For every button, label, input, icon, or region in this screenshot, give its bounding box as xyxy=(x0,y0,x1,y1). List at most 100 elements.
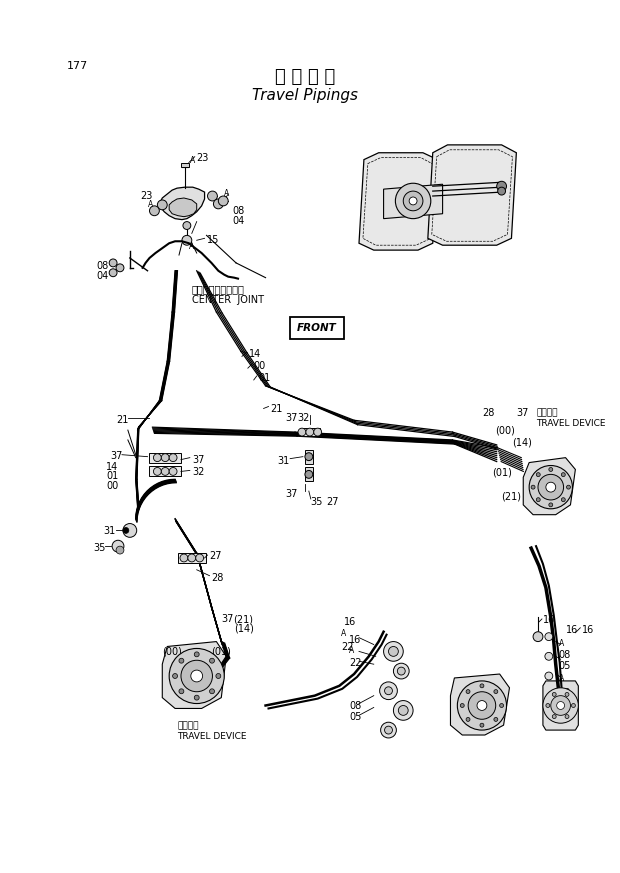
Text: 37: 37 xyxy=(516,409,529,418)
Circle shape xyxy=(557,702,565,710)
Circle shape xyxy=(194,652,199,656)
Circle shape xyxy=(494,718,498,721)
Text: (00): (00) xyxy=(162,647,182,656)
Text: 23: 23 xyxy=(141,191,153,201)
Text: 05: 05 xyxy=(349,712,361,722)
Text: Travel Pipings: Travel Pipings xyxy=(252,88,358,103)
Circle shape xyxy=(161,454,169,462)
Text: 走行装置: 走行装置 xyxy=(536,409,557,417)
Text: 14: 14 xyxy=(249,349,261,360)
Text: 28: 28 xyxy=(211,573,224,582)
Circle shape xyxy=(531,485,535,489)
Text: TRAVEL DEVICE: TRAVEL DEVICE xyxy=(536,419,606,429)
Circle shape xyxy=(466,690,470,693)
Text: 05: 05 xyxy=(559,661,571,671)
Ellipse shape xyxy=(409,177,431,226)
Polygon shape xyxy=(162,642,226,709)
Text: 37: 37 xyxy=(193,455,205,464)
Text: 04: 04 xyxy=(232,216,244,226)
Polygon shape xyxy=(359,153,438,251)
Circle shape xyxy=(183,222,191,230)
Circle shape xyxy=(384,687,392,695)
Circle shape xyxy=(182,236,192,245)
Text: 08: 08 xyxy=(349,701,361,711)
Circle shape xyxy=(109,269,117,277)
Circle shape xyxy=(298,428,306,436)
Circle shape xyxy=(153,467,161,476)
Circle shape xyxy=(216,674,221,678)
Text: (14): (14) xyxy=(512,438,533,448)
Circle shape xyxy=(567,485,570,489)
FancyBboxPatch shape xyxy=(290,317,344,339)
Text: (14): (14) xyxy=(234,624,254,634)
Text: 00: 00 xyxy=(254,361,266,371)
Circle shape xyxy=(196,554,203,562)
Circle shape xyxy=(210,689,215,694)
Circle shape xyxy=(153,454,161,462)
Circle shape xyxy=(179,689,184,694)
Polygon shape xyxy=(181,162,189,167)
Circle shape xyxy=(169,649,224,704)
Circle shape xyxy=(180,554,188,562)
Text: (01): (01) xyxy=(211,647,231,656)
Circle shape xyxy=(458,681,507,730)
Circle shape xyxy=(565,692,569,697)
Text: 01: 01 xyxy=(259,373,271,383)
Text: 01: 01 xyxy=(106,471,118,481)
Polygon shape xyxy=(161,187,205,220)
Text: 35: 35 xyxy=(311,497,323,507)
Polygon shape xyxy=(543,681,578,730)
Circle shape xyxy=(314,428,322,436)
Circle shape xyxy=(389,647,398,656)
Circle shape xyxy=(306,428,314,436)
Circle shape xyxy=(561,498,565,502)
Text: 21: 21 xyxy=(270,403,283,414)
Text: A: A xyxy=(349,647,355,656)
Text: A: A xyxy=(341,629,347,638)
Text: CENTER  JOINT: CENTER JOINT xyxy=(192,295,264,306)
Circle shape xyxy=(379,682,397,699)
Circle shape xyxy=(409,197,417,205)
Circle shape xyxy=(172,674,177,678)
Circle shape xyxy=(551,696,570,715)
Polygon shape xyxy=(428,145,516,245)
Text: A: A xyxy=(190,155,195,165)
Circle shape xyxy=(480,684,484,688)
Text: (21): (21) xyxy=(502,491,521,501)
Bar xyxy=(300,428,320,436)
Text: 32: 32 xyxy=(297,414,309,423)
Circle shape xyxy=(533,632,543,642)
Bar xyxy=(149,453,181,463)
Circle shape xyxy=(116,546,124,554)
Text: 22: 22 xyxy=(341,642,354,651)
Text: FRONT: FRONT xyxy=(297,323,337,333)
Circle shape xyxy=(460,704,464,707)
Text: 22: 22 xyxy=(349,658,361,669)
Circle shape xyxy=(397,667,405,675)
Bar xyxy=(149,466,181,477)
Circle shape xyxy=(396,183,431,218)
Text: 14: 14 xyxy=(106,462,118,471)
Circle shape xyxy=(305,471,312,478)
Circle shape xyxy=(109,259,117,267)
Circle shape xyxy=(123,524,137,537)
Circle shape xyxy=(149,206,159,216)
Circle shape xyxy=(552,692,556,697)
Text: 31: 31 xyxy=(104,526,115,537)
Circle shape xyxy=(194,695,199,700)
Text: A: A xyxy=(559,674,564,683)
Text: 08: 08 xyxy=(559,650,571,660)
Circle shape xyxy=(529,465,572,509)
Text: (00): (00) xyxy=(495,425,515,435)
Text: A: A xyxy=(189,242,194,251)
Text: 35: 35 xyxy=(94,543,106,553)
Circle shape xyxy=(210,658,215,663)
Text: 15: 15 xyxy=(206,236,219,245)
Text: 08: 08 xyxy=(232,206,244,216)
Circle shape xyxy=(384,642,403,661)
Circle shape xyxy=(466,718,470,721)
Circle shape xyxy=(213,199,223,209)
Text: A: A xyxy=(148,200,153,209)
Text: (01): (01) xyxy=(492,467,512,478)
Text: A: A xyxy=(224,189,229,198)
